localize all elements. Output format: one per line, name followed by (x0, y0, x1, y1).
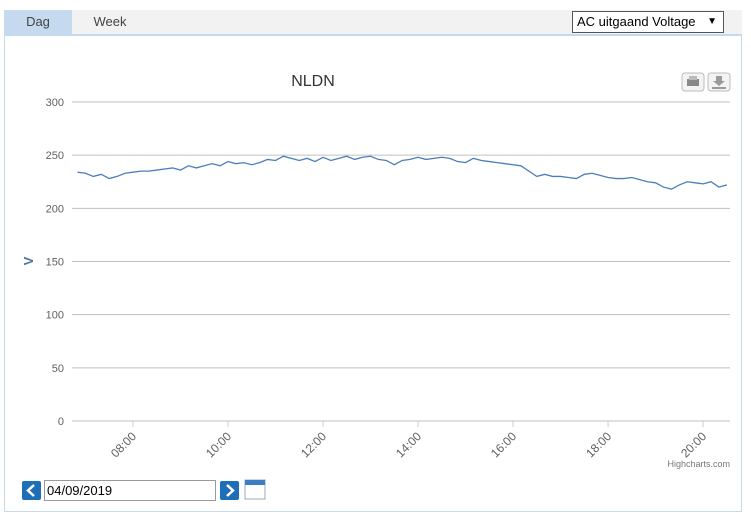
y-tick-label: 50 (52, 363, 64, 375)
y-tick-label: 0 (58, 416, 64, 428)
y-axis-label: V (21, 256, 36, 265)
print-button[interactable] (681, 72, 705, 92)
download-button[interactable] (707, 72, 731, 92)
date-input[interactable]: 04/09/2019 (44, 480, 216, 501)
credit: Highcharts.com (667, 459, 730, 469)
calendar-button[interactable] (244, 479, 266, 500)
y-tick-label: 150 (46, 257, 64, 269)
tab[interactable]: Week (93, 14, 127, 29)
next-button[interactable] (220, 481, 239, 500)
y-tick-label: 200 (46, 203, 64, 215)
x-tick-label: 08:00 (108, 429, 139, 460)
x-tick-label: 20:00 (678, 429, 709, 460)
x-tick-label: 10:00 (203, 429, 234, 460)
panel (4, 35, 742, 512)
dropdown-arrow: ▼ (707, 16, 717, 27)
x-tick-label: 12:00 (298, 429, 329, 460)
chart-title: NLDN (291, 73, 335, 90)
tab[interactable]: Dag (4, 10, 72, 34)
x-tick-label: 16:00 (488, 429, 519, 460)
prev-button[interactable] (22, 481, 41, 500)
y-tick-label: 250 (46, 150, 64, 162)
x-tick-label: 14:00 (393, 429, 424, 460)
x-tick-label: 18:00 (583, 429, 614, 460)
y-tick-label: 100 (46, 310, 64, 322)
dropdown-value: AC uitgaand Voltage (577, 14, 696, 29)
series-line (77, 155, 727, 190)
dropdown[interactable]: AC uitgaand Voltage ▼ (572, 11, 724, 33)
y-tick-label: 300 (46, 97, 64, 109)
